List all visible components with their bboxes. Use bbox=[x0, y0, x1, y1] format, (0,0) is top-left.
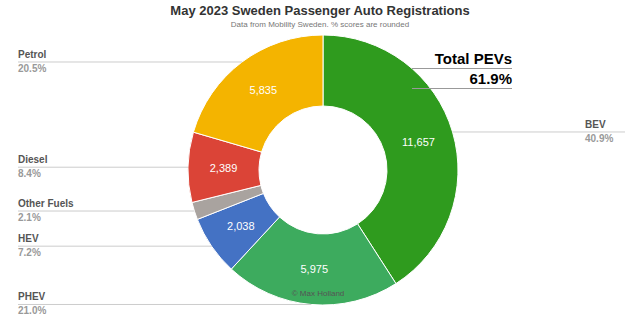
svg-text:11,657: 11,657 bbox=[402, 136, 435, 148]
svg-text:Petrol: Petrol bbox=[18, 49, 47, 60]
svg-text:21.0%: 21.0% bbox=[18, 305, 46, 316]
svg-text:HEV: HEV bbox=[18, 233, 39, 244]
svg-text:40.9%: 40.9% bbox=[585, 133, 613, 144]
svg-text:Diesel: Diesel bbox=[18, 154, 48, 165]
svg-text:8.4%: 8.4% bbox=[18, 168, 41, 179]
svg-text:2,389: 2,389 bbox=[210, 162, 238, 174]
html-text:Data from Mobility Sweden. % s: Data from Mobility Sweden. % scores are … bbox=[230, 20, 410, 29]
svg-text:5,975: 5,975 bbox=[301, 263, 329, 275]
html-text:© Max Holland: © Max Holland bbox=[291, 289, 345, 298]
html-text:May 2023 Sweden Passenger Auto: May 2023 Sweden Passenger Auto Registrat… bbox=[170, 3, 470, 18]
svg-text:BEV: BEV bbox=[585, 119, 606, 130]
html-text:Total PEVs: Total PEVs bbox=[434, 50, 512, 67]
svg-text:2,038: 2,038 bbox=[227, 220, 255, 232]
svg-text:7.2%: 7.2% bbox=[18, 247, 41, 258]
html-text:61.9%: 61.9% bbox=[469, 70, 512, 87]
svg-text:PHEV: PHEV bbox=[18, 291, 46, 302]
svg-text:5,835: 5,835 bbox=[250, 84, 278, 96]
svg-text:Other Fuels: Other Fuels bbox=[18, 198, 74, 209]
svg-text:2.1%: 2.1% bbox=[18, 212, 41, 223]
svg-text:20.5%: 20.5% bbox=[18, 63, 46, 74]
